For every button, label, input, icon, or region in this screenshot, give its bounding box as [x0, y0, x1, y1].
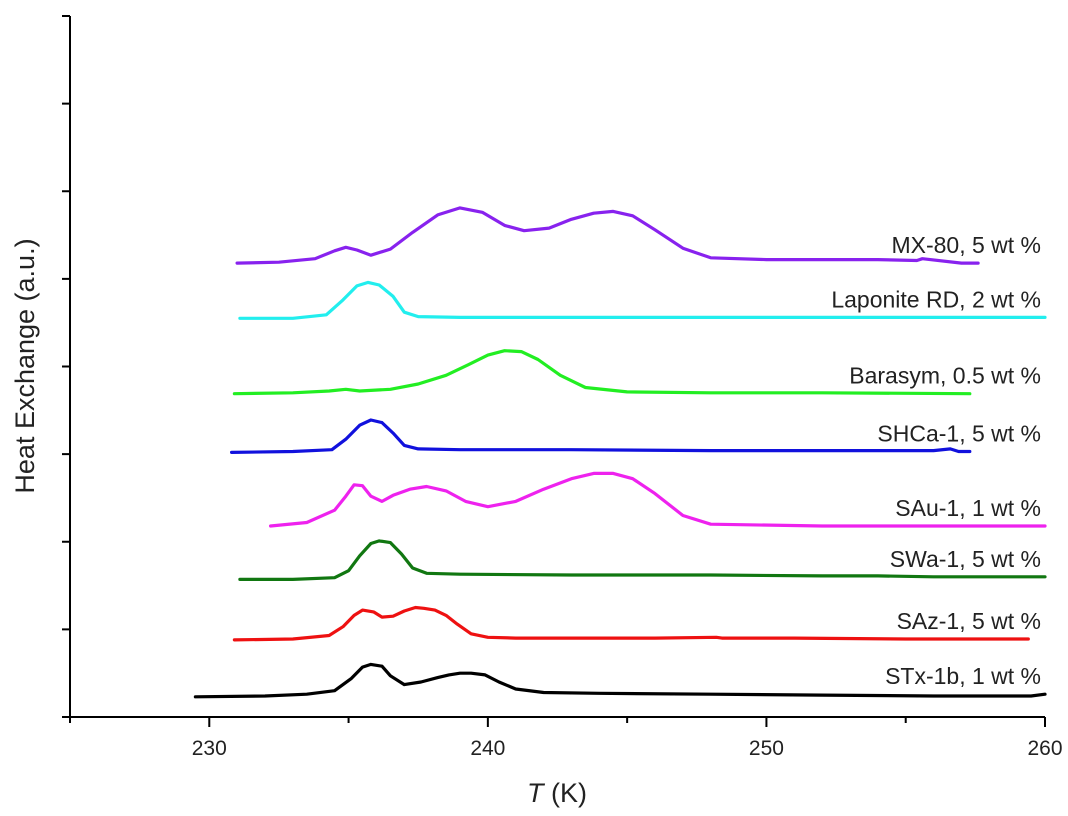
series-label-7: MX-80, 5 wt %: [891, 232, 1041, 258]
series-label-4: SHCa-1, 5 wt %: [877, 420, 1041, 446]
y-axis-title: Heat Exchange (a.u.): [10, 238, 40, 493]
x-tick-label: 230: [192, 737, 227, 760]
series-labels: STx-1b, 1 wt % SAz-1, 5 wt % SWa-1, 5 wt %…: [831, 232, 1041, 689]
series-line-3: [269, 471, 1047, 528]
x-axis-title-unit: (K): [544, 778, 588, 808]
x-tick-label: 240: [470, 737, 505, 760]
series-line-0: [193, 662, 1047, 699]
series-label-1: SAz-1, 5 wt %: [897, 608, 1041, 634]
series-line-5: [232, 349, 972, 396]
series-label-5: Barasym, 0.5 wt %: [849, 363, 1041, 389]
series-line-2: [238, 539, 1047, 582]
series-line-1: [232, 605, 1030, 642]
series-lines: [193, 206, 1047, 699]
x-ticks: [69, 717, 1046, 727]
x-tick-labels: 230 240 250 260: [192, 737, 1063, 760]
series-label-3: SAu-1, 1 wt %: [895, 495, 1041, 521]
x-axis-title-symbol: T: [527, 778, 546, 808]
series-line-4: [230, 418, 972, 454]
y-ticks: [62, 15, 70, 718]
x-tick-label: 250: [749, 737, 784, 760]
series-label-0: STx-1b, 1 wt %: [885, 663, 1041, 689]
series-line-7: [235, 206, 980, 265]
series-label-6: Laponite RD, 2 wt %: [831, 286, 1041, 312]
series-label-2: SWa-1, 5 wt %: [890, 546, 1041, 572]
series-line-6: [238, 280, 1047, 320]
x-axis-title: T (K): [527, 778, 587, 808]
x-tick-label: 260: [1027, 737, 1062, 760]
